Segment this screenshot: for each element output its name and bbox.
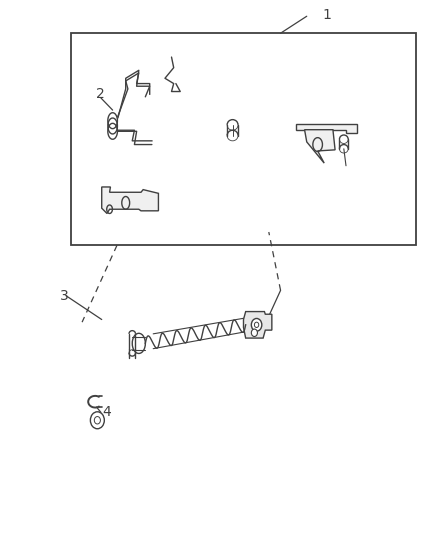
Bar [71,33,415,245]
Text: 1: 1 [321,7,330,22]
Polygon shape [304,130,334,163]
Circle shape [94,417,100,424]
Circle shape [251,318,261,331]
Circle shape [254,322,258,327]
Text: 3: 3 [60,289,68,303]
Circle shape [251,329,257,336]
Text: 2: 2 [96,87,105,101]
Circle shape [90,412,104,429]
Polygon shape [102,187,158,214]
Text: 4: 4 [102,405,111,419]
Polygon shape [243,312,271,338]
Polygon shape [295,124,356,133]
